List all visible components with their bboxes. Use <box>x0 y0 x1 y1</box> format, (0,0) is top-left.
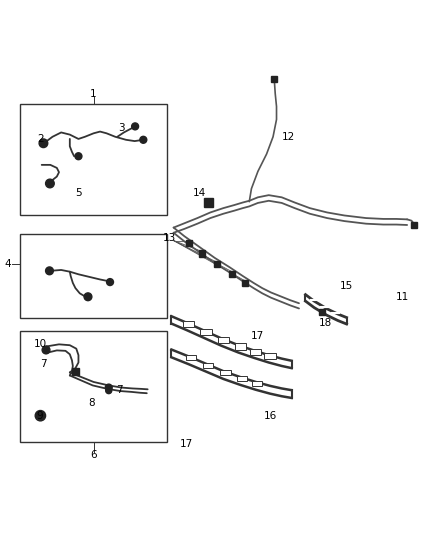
Polygon shape <box>271 76 277 82</box>
Polygon shape <box>72 368 79 375</box>
Polygon shape <box>220 370 231 375</box>
Polygon shape <box>229 271 235 277</box>
Text: 15: 15 <box>340 281 353 291</box>
Polygon shape <box>186 240 192 246</box>
Circle shape <box>35 410 46 421</box>
Circle shape <box>39 139 48 148</box>
Polygon shape <box>199 251 205 256</box>
Text: 12: 12 <box>282 132 295 142</box>
Polygon shape <box>186 355 196 360</box>
Text: 10: 10 <box>34 340 47 349</box>
Text: 7: 7 <box>41 359 47 369</box>
Circle shape <box>106 387 112 394</box>
Text: 13: 13 <box>162 233 176 244</box>
Circle shape <box>75 153 82 160</box>
Polygon shape <box>250 349 261 355</box>
Text: 5: 5 <box>75 188 82 198</box>
Text: 1: 1 <box>90 88 97 99</box>
Text: 17: 17 <box>180 439 193 449</box>
Circle shape <box>140 136 147 143</box>
Polygon shape <box>235 343 246 350</box>
Polygon shape <box>411 222 417 228</box>
Text: 14: 14 <box>193 188 206 198</box>
Polygon shape <box>183 321 194 327</box>
Polygon shape <box>237 376 247 381</box>
Polygon shape <box>218 336 229 343</box>
Circle shape <box>105 384 112 391</box>
Polygon shape <box>252 381 262 386</box>
Text: 3: 3 <box>118 123 125 133</box>
Polygon shape <box>265 353 276 359</box>
Polygon shape <box>214 261 220 268</box>
Bar <box>20 234 167 318</box>
Text: 18: 18 <box>318 318 332 328</box>
Text: 4: 4 <box>5 260 11 269</box>
Text: 2: 2 <box>38 134 44 144</box>
Circle shape <box>84 293 92 301</box>
Text: 6: 6 <box>90 450 97 459</box>
Circle shape <box>46 267 53 274</box>
Circle shape <box>42 346 50 354</box>
Polygon shape <box>319 309 325 315</box>
Circle shape <box>132 123 138 130</box>
Bar <box>20 332 167 442</box>
Circle shape <box>46 179 54 188</box>
Text: 16: 16 <box>264 411 278 421</box>
Bar <box>20 104 167 215</box>
Polygon shape <box>203 362 213 368</box>
Polygon shape <box>201 329 212 335</box>
Text: 7: 7 <box>116 385 123 395</box>
Text: 9: 9 <box>36 411 43 421</box>
Text: 8: 8 <box>88 398 95 408</box>
Polygon shape <box>242 280 248 286</box>
Circle shape <box>106 279 113 286</box>
Text: 17: 17 <box>251 330 265 341</box>
Text: 11: 11 <box>396 292 410 302</box>
Polygon shape <box>204 198 212 207</box>
